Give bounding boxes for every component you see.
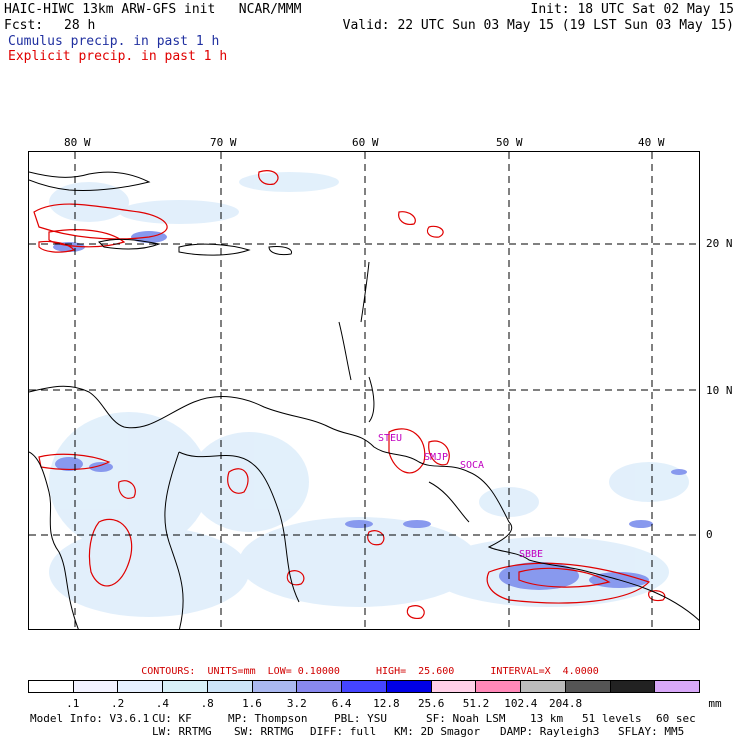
colorbar-swatch <box>207 681 253 692</box>
station-soca: SOCA <box>460 460 485 471</box>
colorbar-label: 12.8 <box>373 697 400 710</box>
colorbar-swatch <box>655 681 700 692</box>
lat-label-10n: 10 N <box>706 384 733 397</box>
lon-label-50w: 50 W <box>496 136 523 149</box>
footer-item: PBL: YSU <box>334 712 387 725</box>
contours-info: CONTOURS: UNITS=mm LOW= 0.10000 HIGH= 25… <box>141 666 599 677</box>
footer-item: 51 levels <box>582 712 642 725</box>
colorbar <box>28 680 700 693</box>
lon-label-40w: 40 W <box>638 136 665 149</box>
colorbar-swatch <box>252 681 298 692</box>
footer-item: Model Info: V3.6.1 <box>30 712 150 725</box>
footer-item: DIFF: full <box>310 725 377 738</box>
lon-label-60w: 60 W <box>352 136 379 149</box>
colorbar-label: .4 <box>155 697 170 710</box>
footer-item: SFLAY: MM5 <box>618 725 685 738</box>
station-sbbe: SBBE <box>519 549 544 560</box>
lat-label-0: 0 <box>706 528 713 541</box>
lat-label-20n: 20 N <box>706 237 733 250</box>
valid-time: Valid: 22 UTC Sun 03 May 15 (19 LST Sun … <box>342 18 734 33</box>
colorbar-label: 102.4 <box>504 697 538 710</box>
colorbar-swatch <box>610 681 656 692</box>
colorbar-label: 1.6 <box>242 697 262 710</box>
footer-item: SF: Noah LSM <box>426 712 506 725</box>
explicit-precip-contours <box>33 170 666 619</box>
colorbar-swatch <box>431 681 477 692</box>
footer-item: 13 km <box>530 712 564 725</box>
footer-item: DAMP: Rayleigh3 <box>500 725 600 738</box>
lon-label-70w: 70 W <box>210 136 237 149</box>
colorbar-swatch <box>73 681 119 692</box>
forecast-label: Fcst: <box>4 18 44 33</box>
colorbar-label: 6.4 <box>331 697 352 710</box>
footer-item: 60 sec <box>656 712 696 725</box>
colorbar-swatch <box>565 681 611 692</box>
footer-item: KM: 2D Smagor <box>394 725 481 738</box>
footer-item: LW: RRTMG <box>152 725 212 738</box>
colorbar-label: 3.2 <box>286 697 307 710</box>
colorbar-swatch <box>386 681 432 692</box>
colorbar-label: 25.6 <box>417 697 445 710</box>
station-steu: STEU <box>378 433 403 444</box>
footer-item: MP: Thompson <box>228 712 308 725</box>
colorbar-swatch <box>163 681 208 692</box>
colorbar-swatch <box>342 681 387 692</box>
colorbar-swatch <box>29 681 74 692</box>
colorbar-label: 51.2 <box>462 697 490 710</box>
map-graphic <box>29 152 699 629</box>
model-title: HAIC-HIWC 13km ARW-GFS init NCAR/MMM <box>4 2 302 17</box>
station-smjp: SMJP <box>424 452 449 463</box>
colorbar-units: mm <box>708 697 722 710</box>
legend-explicit: Explicit precip. in past 1 h <box>8 49 228 64</box>
colorbar-label: .8 <box>200 697 214 710</box>
colorbar-label: .1 <box>66 697 80 710</box>
lon-label-80w: 80 W <box>64 136 91 149</box>
precip-map: STEU SMJP SOCA SBBE <box>28 151 700 630</box>
footer-item: SW: RRTMG <box>234 725 294 738</box>
colorbar-swatch <box>521 681 566 692</box>
colorbar-swatch <box>476 681 522 692</box>
init-time: Init: 18 UTC Sat 02 May 15 <box>530 2 735 17</box>
colorbar-swatch <box>118 681 164 692</box>
coastlines <box>29 171 699 629</box>
forecast-hour: 28 h <box>64 18 96 33</box>
latlon-grid <box>29 152 699 629</box>
legend-cumulus: Cumulus precip. in past 1 h <box>8 34 220 49</box>
colorbar-label: .2 <box>110 697 125 710</box>
colorbar-swatch <box>297 681 343 692</box>
colorbar-label: 204.8 <box>549 697 583 710</box>
footer-item: CU: KF <box>152 712 192 725</box>
